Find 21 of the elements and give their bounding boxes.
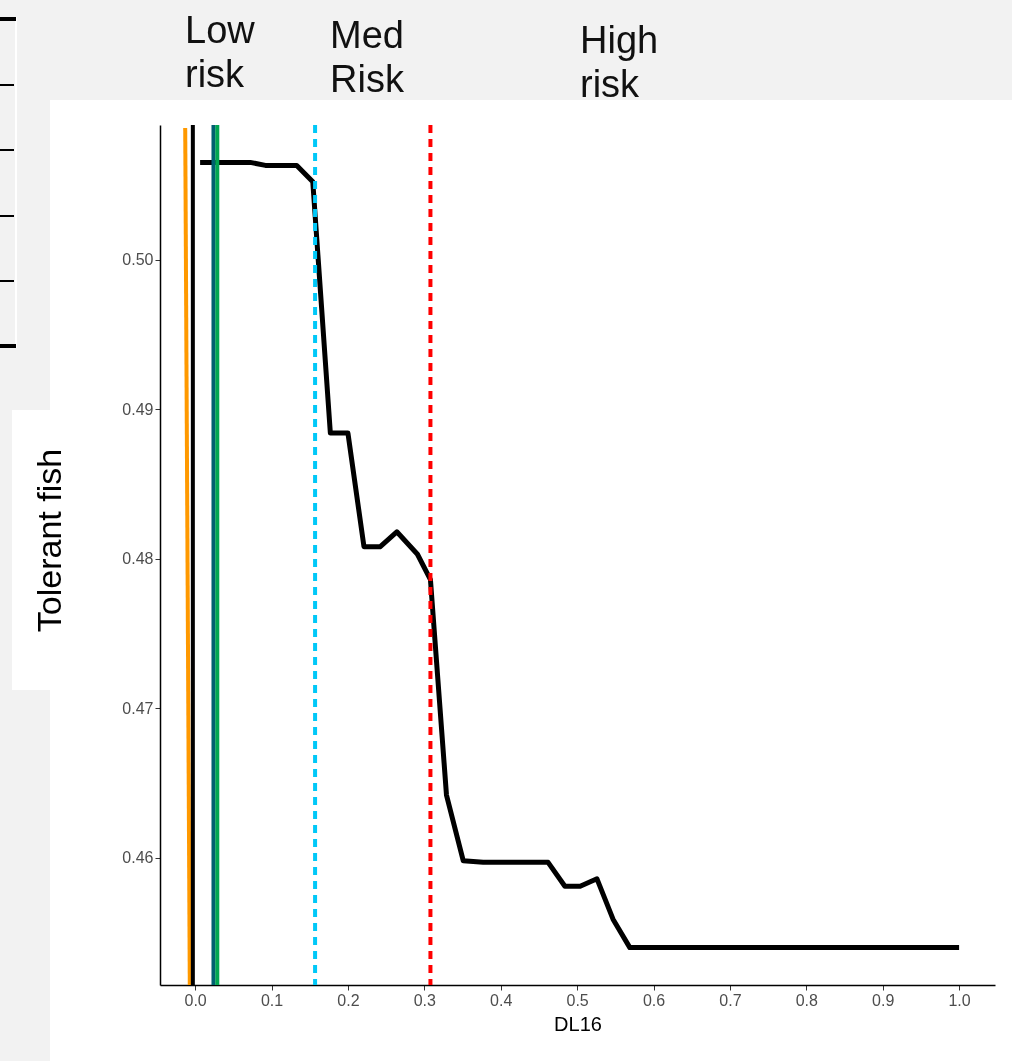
x-tick-label: 0.2	[337, 991, 360, 1009]
y-tick-label: 0.46	[122, 849, 154, 867]
x-tick-label: 0.7	[719, 991, 742, 1009]
x-tick-label: 1.0	[948, 991, 971, 1009]
text: Med Risk	[330, 13, 405, 101]
y-tick-label: 0.47	[122, 699, 154, 717]
x-axis-title: DL16	[554, 1012, 602, 1035]
x-tick-label: 0.6	[642, 991, 666, 1009]
y-tick-label: 0.49	[122, 400, 154, 418]
x-tick-label: 0.8	[795, 991, 819, 1009]
text: High risk	[580, 18, 660, 106]
text: Low risk	[185, 8, 256, 96]
x-tick-label: 0.1	[260, 991, 284, 1009]
x-tick-label: 0.4	[490, 991, 513, 1009]
x-tick-label: 0.0	[184, 991, 207, 1009]
x-tick-label: 0.9	[872, 991, 895, 1009]
x-tick-label: 0.3	[413, 991, 437, 1009]
y-tick-label: 0.48	[122, 550, 154, 568]
y-tick-label: 0.50	[122, 251, 154, 269]
x-tick-label: 0.5	[566, 991, 589, 1009]
y-axis-title: Tolerant fish	[29, 448, 68, 633]
